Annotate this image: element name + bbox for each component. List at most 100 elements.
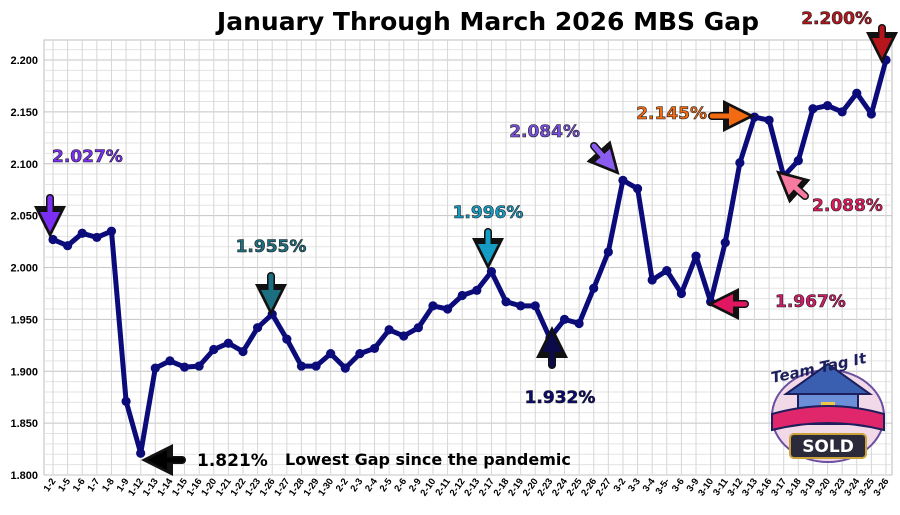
annotation-label: 2.084% — [509, 122, 580, 142]
annotation-arrow — [591, 143, 616, 171]
data-point — [223, 338, 233, 348]
annotation-1955: 1.955% — [235, 237, 307, 316]
data-point — [355, 349, 365, 359]
data-point — [48, 234, 58, 245]
y-tick-label: 2.150 — [10, 107, 38, 119]
annotation-label: 1.996% — [453, 203, 524, 223]
annotation-label: 1.932% — [525, 388, 596, 408]
data-point — [632, 184, 643, 194]
data-point — [194, 361, 204, 371]
annotation-2027: 2.027% — [34, 147, 123, 238]
logo-sold-text: SOLD — [802, 437, 854, 457]
x-tick-label: 2-4 — [363, 476, 380, 494]
y-tick-label: 2.200 — [10, 55, 38, 67]
data-point — [516, 301, 526, 311]
y-tick-label: 1.800 — [10, 470, 38, 482]
x-tick-label: 3-26 — [872, 476, 892, 498]
annotation-2200: 2.200% — [801, 9, 898, 64]
x-tick-label: 3-6 — [670, 476, 687, 494]
y-tick-label: 1.950 — [10, 314, 38, 326]
data-point — [472, 285, 482, 295]
annotation-label: 1.821% — [197, 451, 268, 471]
series-line — [50, 57, 889, 456]
data-point — [442, 304, 453, 314]
y-tick-label: 2.050 — [10, 211, 38, 223]
data-point — [501, 297, 511, 307]
x-tick-label: 2-6 — [392, 476, 409, 494]
x-tick-label: 3-3 — [626, 476, 643, 494]
data-point — [618, 175, 628, 185]
data-point — [866, 109, 876, 119]
x-tick-label: 1-8 — [100, 476, 117, 494]
annotation-1967: 1.967% — [707, 288, 846, 320]
data-point — [428, 301, 438, 311]
data-point — [326, 349, 336, 359]
data-point — [311, 361, 321, 371]
data-point — [238, 346, 248, 357]
annotation-2084: 2.084% — [509, 122, 620, 175]
data-point — [92, 232, 102, 243]
data-point — [136, 448, 146, 458]
data-point — [808, 104, 818, 114]
x-tick-label: 2-2 — [334, 476, 351, 494]
data-point — [720, 238, 730, 248]
data-point — [530, 301, 540, 311]
data-point — [282, 334, 292, 344]
data-point — [77, 228, 87, 238]
data-point — [296, 361, 307, 371]
y-tick-label: 1.850 — [10, 418, 38, 430]
grid-lines — [43, 39, 893, 476]
data-point — [106, 226, 117, 236]
data-point — [559, 314, 570, 324]
data-point — [63, 241, 73, 251]
data-point — [837, 107, 847, 117]
data-point — [340, 363, 350, 373]
x-tick-label: 1-5 — [56, 476, 73, 494]
annotation-label: 2.027% — [52, 147, 123, 167]
annotation-1996: 1.996% — [452, 203, 524, 270]
y-tick-label: 2.100 — [10, 159, 38, 171]
data-point — [706, 297, 716, 307]
annotation-label: 2.088% — [812, 196, 883, 216]
data-point — [749, 112, 760, 122]
x-tick-label: 2-3 — [348, 476, 365, 494]
x-tick-label: 3-2 — [612, 476, 629, 494]
data-point — [691, 251, 701, 261]
data-point — [764, 115, 774, 125]
x-tick-label: 2-5 — [378, 476, 395, 494]
annotation-label: 2.200% — [801, 9, 872, 29]
data-point — [603, 247, 613, 257]
data-point — [384, 325, 394, 335]
annotation-label: 2.145% — [636, 104, 707, 124]
data-point — [793, 156, 803, 166]
y-axis: 1.800 1.850 1.900 1.950 2.000 2.050 2.100 2.150… — [10, 55, 38, 482]
data-point — [399, 331, 409, 341]
data-point — [486, 267, 497, 277]
chart-title: January Through March 2026 MBS Gap — [215, 7, 759, 36]
data-point — [121, 396, 131, 406]
annotation-2088: 2.088% — [776, 170, 883, 216]
note-lowest-gap: Lowest Gap since the pandemic — [285, 450, 571, 469]
data-point — [822, 101, 833, 111]
data-point — [881, 55, 891, 65]
annotation-2145: 2.145% — [636, 100, 755, 132]
data-point — [165, 356, 175, 366]
annotation-1932: 1.932% — [524, 326, 596, 408]
data-point — [252, 323, 263, 333]
x-axis: 1-21-51-61-71-81-91-121-131-141-151-161-… — [42, 476, 892, 498]
y-tick-label: 2.000 — [10, 263, 38, 275]
data-point — [209, 344, 219, 355]
data-point — [662, 266, 672, 276]
x-tick-label: 1-6 — [71, 476, 88, 494]
team-tag-it-logo: Team Tag It SOLD — [769, 349, 885, 463]
data-point — [574, 318, 584, 329]
annotation-1821: 1.821% — [141, 444, 268, 476]
data-point — [735, 158, 745, 168]
series-mbs-gap — [48, 55, 891, 458]
annotation-label: 1.967% — [775, 292, 846, 312]
annotations: 2.027% 1.821% 1.955% 1.996% 1.932% 2.084% 1.96… — [34, 9, 898, 476]
data-point — [267, 309, 277, 319]
data-point — [413, 323, 423, 333]
data-point — [457, 290, 467, 301]
